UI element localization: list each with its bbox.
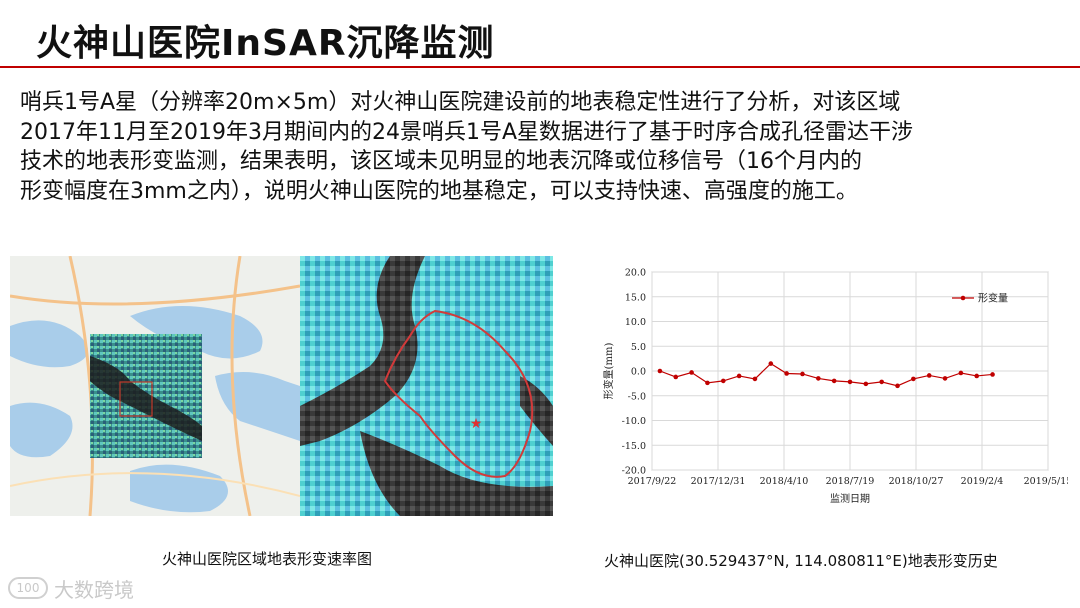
y-tick-label: 10.0 [625,317,646,328]
data-point [784,371,789,376]
watermark-logo-icon: 100 [8,577,48,599]
x-tick-label: 2019/5/15 [1024,476,1068,487]
data-point [705,380,710,386]
data-point [958,370,964,376]
x-tick-label: 2017/12/31 [691,476,746,487]
data-point [863,381,869,387]
y-tick-label: 0.0 [631,367,646,378]
slide-title: 火神山医院InSAR沉降监测 [36,23,495,64]
data-point [768,361,774,366]
x-axis-label: 监测日期 [830,492,870,505]
series-line [659,362,993,387]
legend-label: 形变量 [978,292,1008,305]
y-axis-label: 形变量(mm) [602,343,615,400]
data-point [720,378,726,384]
data-point [847,379,853,385]
title-underline [0,66,1080,68]
data-point [879,379,884,385]
data-point [926,373,932,378]
watermark-text: 大数跨境 [54,577,134,602]
paragraph-line-4: 形变幅度在3mm之内），说明火神山医院的地基稳定，可以支持快速、高强度的施工。 [20,178,858,204]
chart-caption: 火神山医院(30.529437°N, 114.080811°E)地表形变历史 [604,552,998,570]
zoom-illustration: ★ [300,256,553,516]
map-illustration [10,256,300,516]
data-point [990,372,995,377]
x-tick-label: 2019/2/4 [961,476,1004,487]
data-point [831,378,837,384]
deformation-history-chart: 20.015.010.05.00.0-5.0-10.0-15.0-20.0201… [602,268,1068,506]
paragraph-line-2: 2017年11月至2019年3月期间内的24景哨兵1号A星数据进行了基于时序合成… [20,119,914,145]
data-point [689,370,694,375]
y-tick-label: -15.0 [622,441,646,452]
x-tick-label: 2018/10/27 [889,476,944,487]
data-point [974,373,980,379]
y-tick-label: -10.0 [622,416,646,427]
y-tick-label: -5.0 [628,391,646,402]
y-tick-label: 15.0 [625,292,646,303]
y-tick-label: -20.0 [622,466,646,477]
x-tick-label: 2018/4/10 [760,476,809,487]
paragraph-line-3: 技术的地表形变监测，结果表明，该区域未见明显的地表沉降或位移信号（16个月内的 [20,149,862,174]
x-tick-label: 2017/9/22 [628,476,677,487]
x-tick-label: 2018/7/19 [826,476,875,487]
zoomed-site-image: ★ [300,256,553,516]
y-tick-label: 20.0 [625,268,646,279]
data-point [800,371,805,377]
data-point [673,374,679,380]
data-point [911,376,916,382]
map-caption: 火神山医院区域地表形变速率图 [162,550,373,568]
data-point [736,373,742,379]
legend-marker [960,295,966,301]
data-point [752,376,758,382]
data-point [657,368,663,374]
watermark: 100 大数跨境 [8,574,134,602]
y-tick-label: 5.0 [631,342,646,353]
description-paragraph: 哨兵1号A星（分辨率20m×5m）对火神山医院建设前的地表稳定性进行了分析，对该… [20,88,1070,206]
paragraph-line-1: 哨兵1号A星（分辨率20m×5m）对火神山医院建设前的地表稳定性进行了分析，对该… [20,90,901,115]
data-point [942,376,948,381]
deformation-rate-map [10,256,300,516]
svg-text:★: ★ [470,416,483,432]
data-point [895,383,900,389]
data-point [816,376,821,381]
